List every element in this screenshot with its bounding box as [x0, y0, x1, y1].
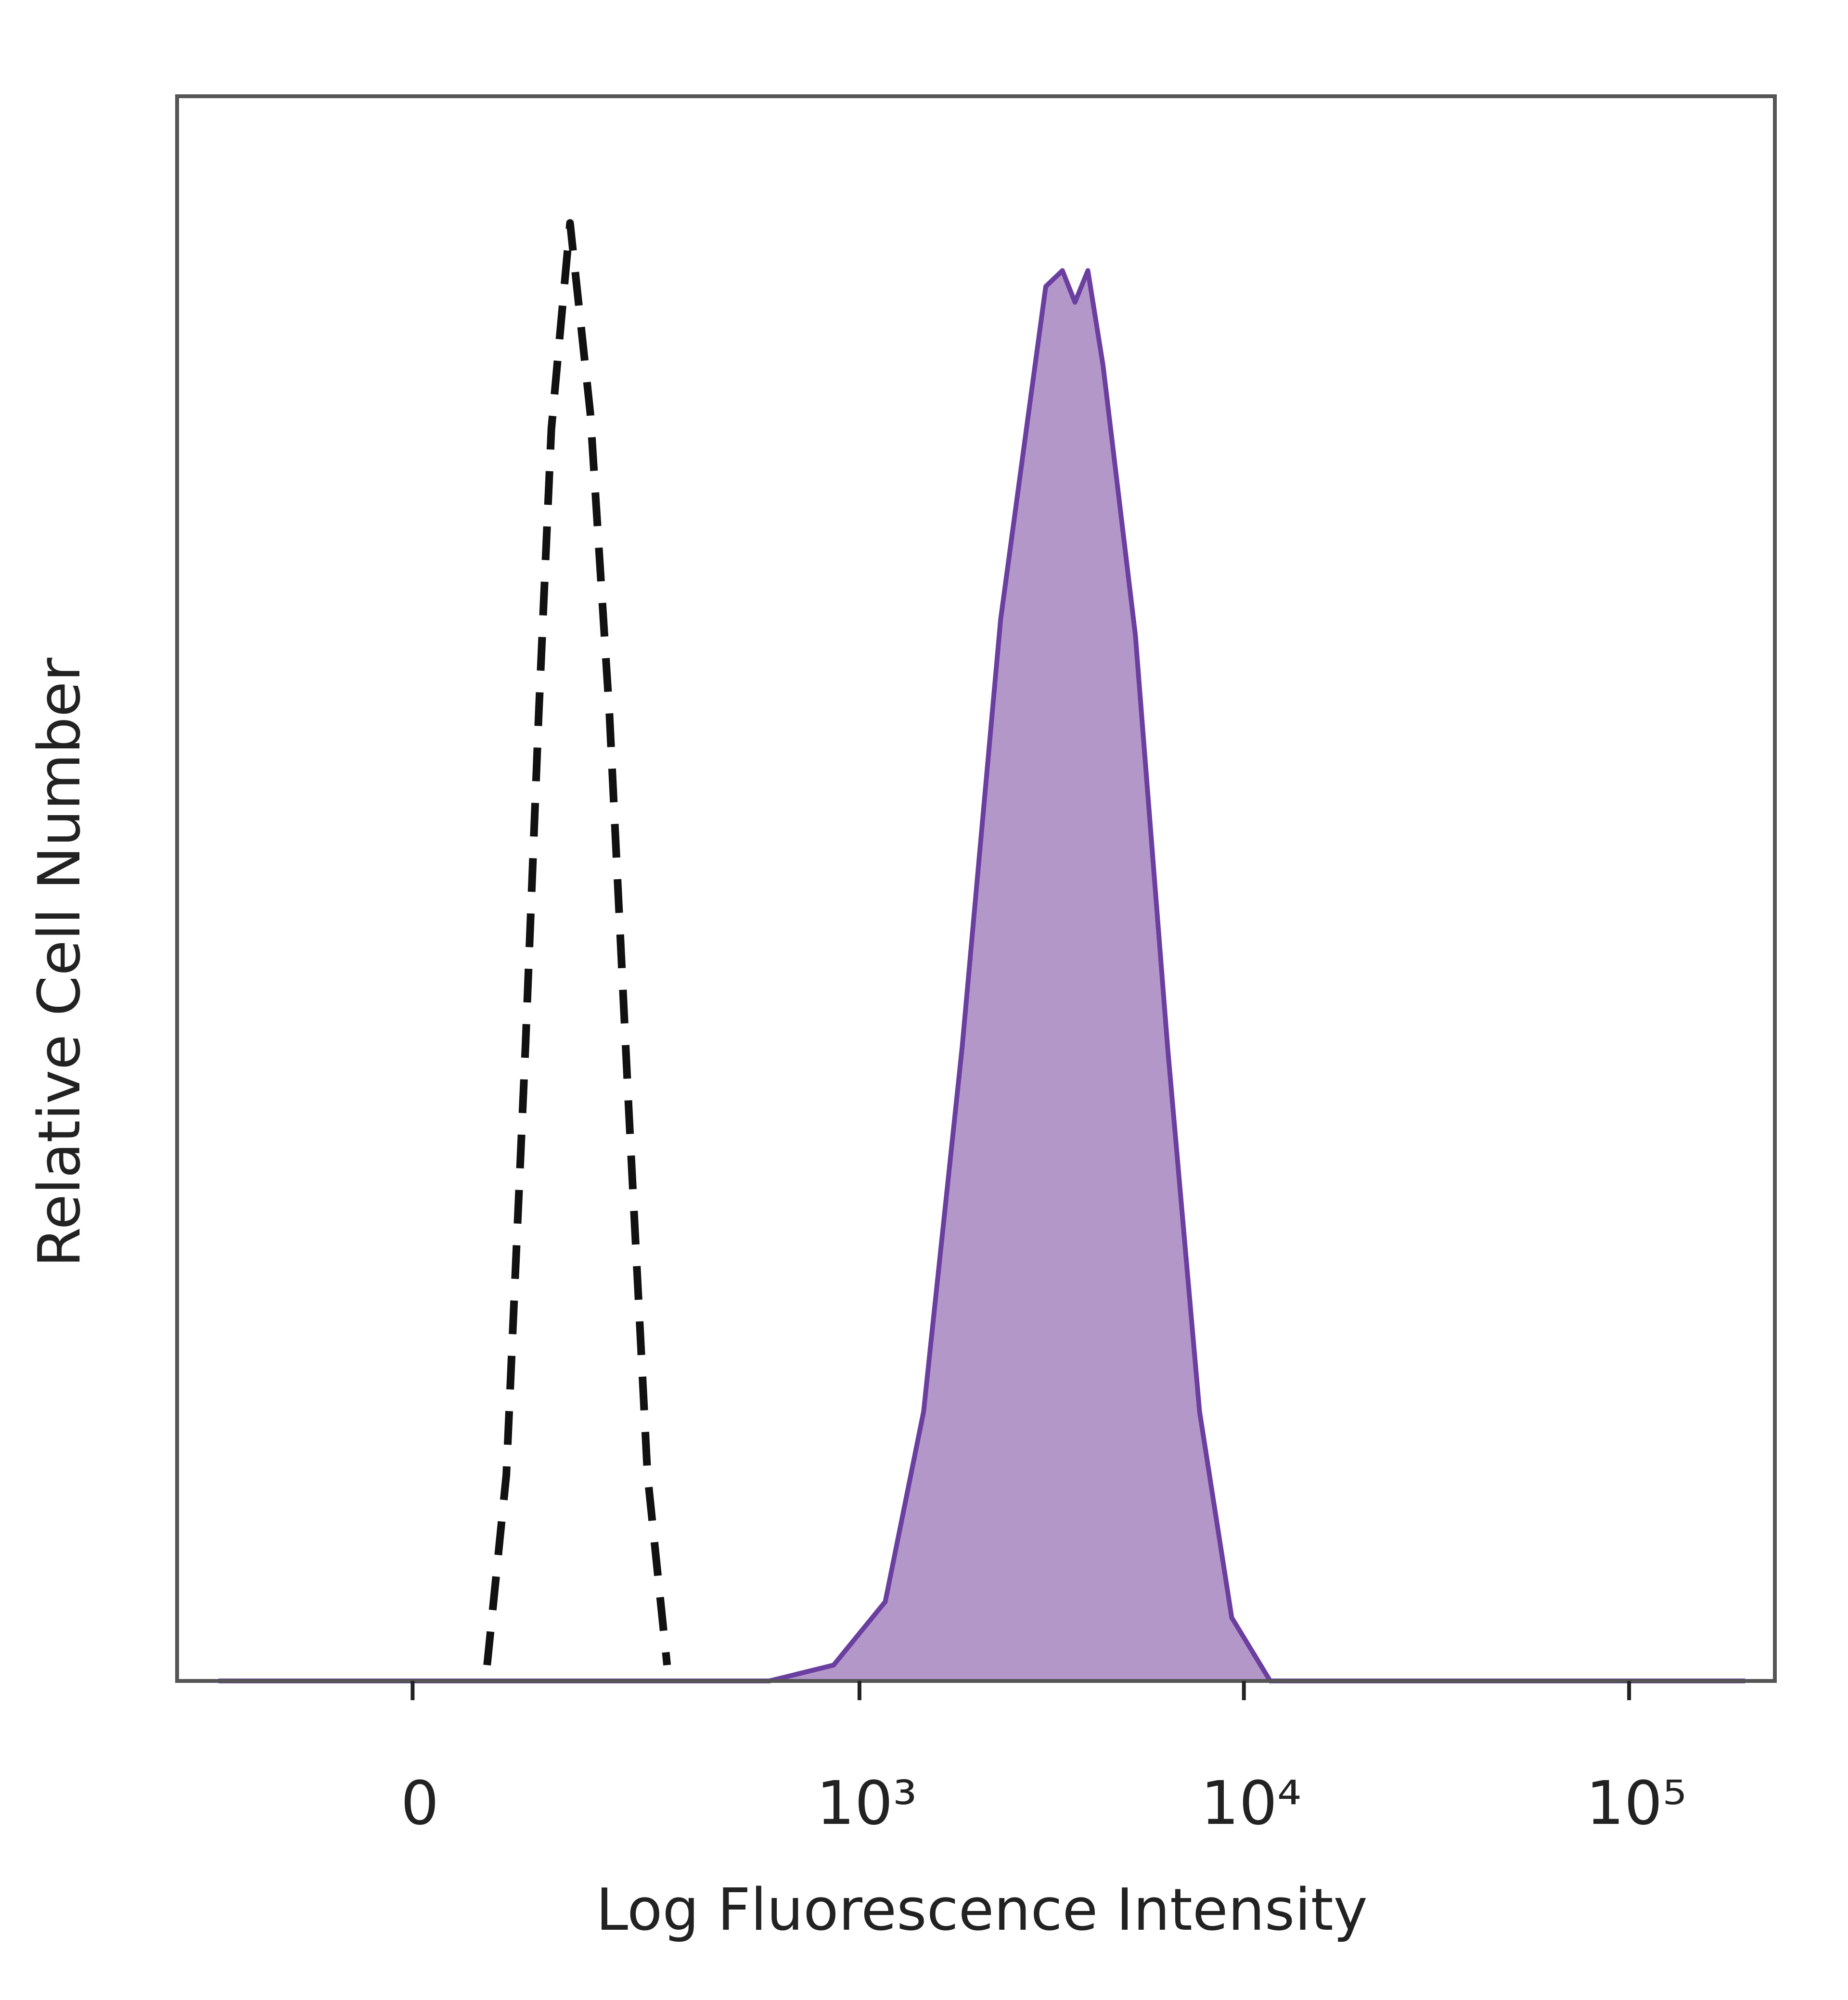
- x-tick-label: 0: [401, 1769, 439, 1838]
- histogram-area: [218, 270, 1745, 1681]
- y-axis-title: Relative Cell Number: [26, 657, 93, 1267]
- histogram-line: [218, 268, 1745, 1683]
- x-tick-label: 10³: [816, 1769, 917, 1838]
- histogram-line: [483, 219, 671, 1666]
- plot-frame: [175, 94, 1777, 1683]
- x-tick-label: 10⁴: [1201, 1769, 1301, 1838]
- x-tick-label: 10⁵: [1586, 1769, 1687, 1838]
- x-axis-title: Log Fluorescence Intensity: [596, 1877, 1367, 1944]
